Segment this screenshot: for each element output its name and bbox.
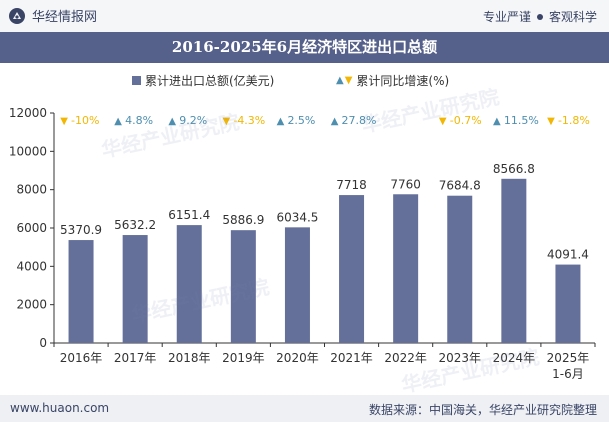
bar-value-label: 7718 [336,178,367,192]
bar [176,225,202,343]
growth-up-triangle-icon: ▲ [493,116,501,127]
chart-area: 0 2000 4000 6000 8000 10000 12000 5370.9 2016年 ▼ -… [0,90,609,382]
growth-down-triangle-icon: ▼ [222,116,230,127]
x-tick-label: 2024年 [493,351,536,365]
footer-website: www.huaon.com [10,401,110,415]
legend-label-growth: 累计同比增速(%) [356,74,450,88]
y-tick-label: 8000 [16,183,47,197]
bar [501,178,527,343]
x-tick-label: 2017年 [114,351,157,365]
y-tick-label: 6000 [16,221,47,235]
growth-label: 2.5% [287,114,315,127]
x-tick-label: 2018年 [168,351,211,365]
footer: www.huaon.com 数据来源：中国海关，华经产业研究院整理 [0,395,609,422]
bar-value-label: 6151.4 [168,208,210,222]
y-tick-label: 10000 [9,144,47,158]
bar-value-label: 4091.4 [547,248,589,262]
bar-value-label: 5886.9 [222,213,264,227]
growth-up-triangle-icon: ▲ [168,116,176,127]
x-tick-label: 1-6月 [552,367,584,381]
growth-down-triangle-icon: ▼ [547,116,555,127]
brand: 华经情报网 [8,6,97,25]
brand-name: 华经情报网 [32,10,98,25]
growth-label: 27.8% [342,114,377,127]
bar [555,264,581,343]
title-bar: 2016-2025年6月经济特区进出口总额 [0,32,609,63]
bar [284,227,310,343]
growth-down-triangle-icon: ▼ [60,116,68,127]
x-tick-label: 2025年 [547,351,590,365]
growth-label: 4.8% [125,114,153,127]
bullet-dot-icon [536,13,543,20]
bar [68,240,94,343]
bar [393,194,419,343]
x-tick-label: 2019年 [222,351,265,365]
x-tick-label: 2020年 [276,351,319,365]
y-tick-label: 4000 [16,259,47,273]
bar-value-label: 7684.8 [439,179,481,193]
y-tick-label: 2000 [16,298,47,312]
bar [339,195,365,343]
up-triangle-icon: ▲ [336,75,344,86]
bar [122,235,148,343]
huajing-logo-icon [9,7,25,24]
growth-label: -4.3% [233,114,265,127]
x-tick-label: 2016年 [60,351,103,365]
bar-value-label: 5370.9 [60,223,102,237]
growth-label: -1.8% [558,114,590,127]
y-tick-label: 0 [39,336,47,350]
legend: 累计进出口总额(亿美元) ▲ ▼ 累计同比增速(%) [0,68,609,90]
growth-label: 11.5% [504,114,539,127]
bar-value-label: 5632.2 [114,218,156,232]
bar-value-label: 8566.8 [493,162,535,176]
growth-up-triangle-icon: ▲ [114,116,122,127]
bar [447,195,473,343]
x-tick-label: 2023年 [438,351,481,365]
growth-up-triangle-icon: ▲ [331,116,339,127]
legend-label-total: 累计进出口总额(亿美元) [145,74,275,88]
tagline-right: 客观科学 [548,10,597,24]
chart-title: 2016-2025年6月经济特区进出口总额 [171,38,438,56]
growth-label: -10% [71,114,99,127]
tagline-left: 专业严谨 [482,10,531,24]
growth-label: 9.2% [179,114,207,127]
legend-swatch-bar [132,76,141,85]
bar [230,230,256,343]
tagline: 专业严谨 客观科学 [483,8,597,25]
x-tick-label: 2021年 [330,351,373,365]
legend-item-growth: ▲ ▼ 累计同比增速(%) [336,72,449,89]
down-triangle-icon: ▼ [344,75,353,86]
growth-down-triangle-icon: ▼ [439,116,447,127]
legend-item-total: 累计进出口总额(亿美元) [132,72,274,89]
footer-source: 数据来源：中国海关，华经产业研究院整理 [368,403,597,417]
growth-label: -0.7% [450,114,482,127]
top-bar: 华经情报网 专业严谨 客观科学 [0,0,609,32]
x-tick-label: 2022年 [384,351,427,365]
growth-up-triangle-icon: ▲ [277,116,285,127]
y-tick-label: 12000 [9,106,47,120]
bar-value-label: 6034.5 [276,210,318,224]
bar-value-label: 7760 [390,177,421,191]
